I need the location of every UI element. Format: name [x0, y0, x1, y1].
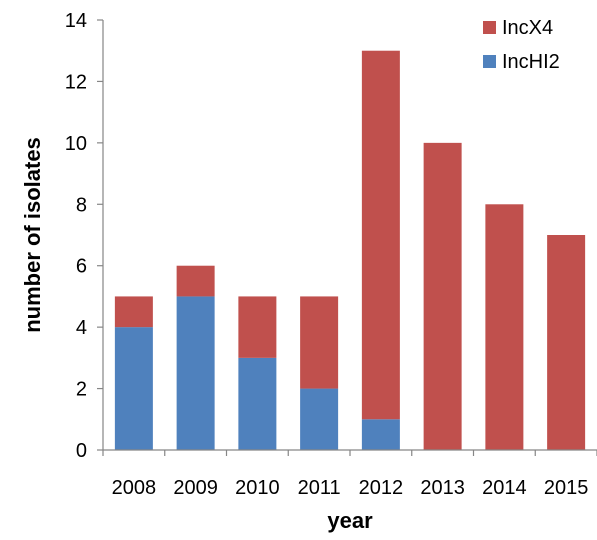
- bar-incx4-2012: [361, 50, 400, 420]
- x-tick-label: 2009: [173, 477, 218, 499]
- bar-incx4-2014: [485, 204, 524, 450]
- y-tick-label: 4: [76, 317, 87, 339]
- legend-label-inchi2: IncHI2: [502, 51, 560, 73]
- ticks-layer: 0 2 4 6 8 10 12 14 2008 2009 2010 2011 2012 2013 2014 2…: [65, 10, 597, 499]
- y-tick-label: 14: [65, 10, 87, 32]
- x-tick-label: 2010: [235, 477, 280, 499]
- x-tick-label: 2012: [359, 477, 404, 499]
- y-tick-label: 10: [65, 133, 87, 155]
- x-tick-label: 2013: [420, 477, 465, 499]
- bar-incx4-2008: [114, 296, 153, 328]
- y-tick-label: 0: [76, 440, 87, 462]
- bar-incx4-2009: [176, 265, 215, 297]
- bar-incx4-2013: [423, 142, 462, 450]
- bar-incx4-2010: [238, 296, 277, 358]
- legend: IncX4 IncHI2: [483, 17, 560, 73]
- legend-label-incx4: IncX4: [502, 17, 553, 39]
- x-tick-label: 2015: [544, 477, 589, 499]
- bar-incx4-2015: [547, 235, 586, 450]
- bar-inchi2-2010: [238, 357, 277, 450]
- x-tick-label: 2014: [482, 477, 527, 499]
- bar-incx4-2011: [300, 296, 339, 389]
- bar-inchi2-2012: [361, 419, 400, 450]
- x-tick-label: 2008: [112, 477, 157, 499]
- x-tick-label: 2011: [298, 477, 341, 499]
- bars-layer: [114, 50, 586, 450]
- x-axis-title: year: [327, 508, 373, 533]
- y-tick-label: 2: [76, 379, 87, 401]
- bar-inchi2-2009: [176, 296, 215, 450]
- legend-swatch-inchi2: [483, 55, 496, 68]
- bar-inchi2-2011: [300, 388, 339, 450]
- y-tick-label: 6: [76, 256, 87, 278]
- legend-swatch-incx4: [483, 21, 496, 34]
- y-tick-label: 12: [65, 71, 87, 93]
- bar-inchi2-2008: [114, 327, 153, 450]
- y-tick-label: 8: [76, 194, 87, 216]
- y-axis-title: number of isolates: [20, 137, 45, 333]
